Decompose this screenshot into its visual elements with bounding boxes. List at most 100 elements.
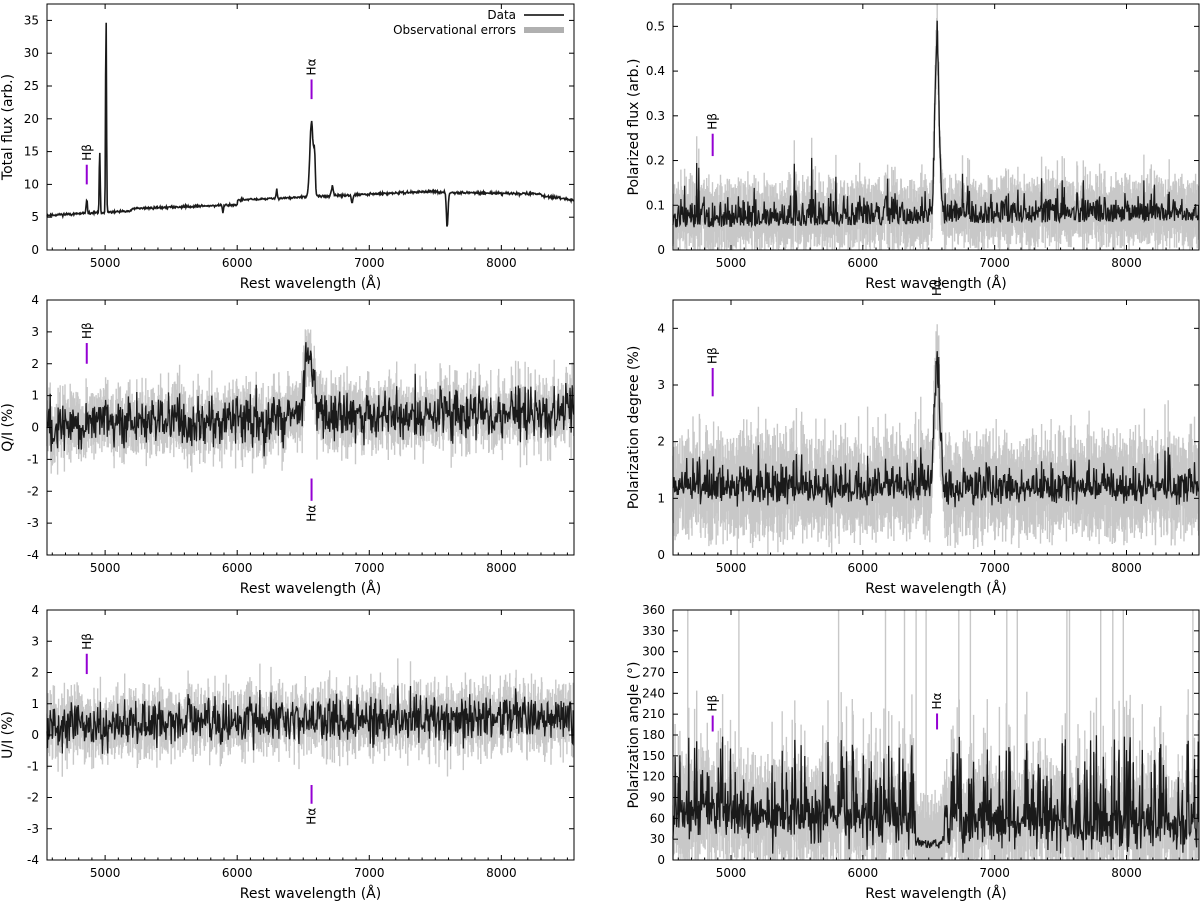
y-tick-label: 4: [657, 321, 665, 335]
data-line-polarization-degree: [672, 351, 1200, 508]
y-axis-title: Polarized flux (arb.): [626, 59, 642, 196]
y-tick-label: 1: [31, 389, 39, 403]
y-tick-label: 0: [31, 243, 39, 257]
y-tick-label: 0.1: [646, 198, 665, 212]
y-tick-label: 180: [642, 728, 665, 742]
x-tick-label: 7000: [979, 561, 1010, 575]
y-tick-label: 0.3: [646, 109, 665, 123]
x-axis-title: Rest wavelength (Å): [865, 885, 1006, 902]
plot-frame-polarized-flux: [672, 3, 1200, 251]
y-tick-label: 15: [24, 145, 39, 159]
y-tick-label: 2: [31, 666, 39, 680]
y-tick-label: 3: [31, 325, 39, 339]
y-tick-label: 2: [657, 435, 665, 449]
y-tick-label: 4: [31, 603, 39, 617]
y-tick-label: 0.5: [646, 19, 665, 33]
line-label-h-alpha: Hα: [305, 505, 319, 522]
y-tick-label: 0: [31, 728, 39, 742]
x-tick-label: 5000: [716, 866, 747, 880]
y-tick-label: 0.4: [646, 64, 665, 78]
y-tick-label: 60: [650, 811, 665, 825]
x-tick-label: 7000: [354, 256, 385, 270]
x-tick-label: 5000: [90, 866, 121, 880]
line-label-h-alpha: Hα: [305, 808, 319, 825]
error-band-polarization-degree: [672, 324, 1200, 555]
y-tick-label: 20: [24, 112, 39, 126]
x-tick-label: 6000: [222, 866, 253, 880]
legend-label: Data: [487, 8, 516, 22]
y-tick-label: 35: [24, 13, 39, 27]
x-tick-label: 6000: [848, 866, 879, 880]
y-tick-label: 0: [657, 548, 665, 562]
line-label-h-alpha: Hα: [305, 58, 319, 75]
y-tick-label: 25: [24, 79, 39, 93]
x-axis-title: Rest wavelength (Å): [240, 580, 381, 597]
y-tick-label: 3: [31, 634, 39, 648]
y-tick-label: 1: [31, 697, 39, 711]
x-tick-label: 7000: [354, 866, 385, 880]
y-axis-title: Polarization angle (°): [626, 661, 642, 808]
y-tick-label: 270: [642, 666, 665, 680]
y-tick-label: 120: [642, 770, 665, 784]
y-tick-label: 5: [31, 210, 39, 224]
data-line-polarized-flux: [672, 20, 1200, 229]
line-label-h-beta: Hβ: [80, 322, 94, 339]
x-tick-label: 7000: [979, 866, 1010, 880]
y-tick-label: 300: [642, 645, 665, 659]
line-label-h-beta: Hβ: [80, 633, 94, 650]
y-tick-label: 360: [642, 603, 665, 617]
data-line-total-flux: [46, 22, 574, 227]
y-tick-label: 90: [650, 791, 665, 805]
y-axis-title: Q/I (%): [0, 403, 16, 452]
y-tick-label: 0: [657, 853, 665, 867]
line-label-h-beta: Hβ: [706, 695, 720, 712]
y-tick-label: -1: [27, 759, 39, 773]
y-tick-label: 30: [650, 832, 665, 846]
y-tick-label: 210: [642, 707, 665, 721]
y-tick-label: 240: [642, 686, 665, 700]
y-tick-label: -3: [27, 516, 39, 530]
y-tick-label: -1: [27, 452, 39, 466]
panel-polarization-degree: 5000 6000 7000 8000 0 1 2 3 4 Rest wavelength (Å)…: [626, 279, 1200, 597]
x-tick-label: 7000: [979, 256, 1010, 270]
y-tick-label: 1: [657, 491, 665, 505]
x-tick-label: 5000: [90, 561, 121, 575]
line-label-h-beta: Hβ: [706, 347, 720, 364]
y-tick-label: -2: [27, 791, 39, 805]
y-tick-label: 30: [24, 46, 39, 60]
y-tick-label: 330: [642, 624, 665, 638]
y-tick-label: 150: [642, 749, 665, 763]
data-line-q-over-i: [46, 342, 575, 457]
y-axis-title: Polarization degree (%): [626, 346, 642, 510]
x-axis-title: Rest wavelength (Å): [240, 885, 381, 902]
plot-frame-polarization-degree: [672, 299, 1200, 556]
x-tick-label: 8000: [486, 256, 517, 270]
y-tick-label: -3: [27, 822, 39, 836]
line-label-h-alpha: Hα: [930, 692, 944, 709]
x-axis-title: Rest wavelength (Å): [240, 275, 381, 292]
y-tick-label: 0: [31, 421, 39, 435]
panel-total-flux: 5000 6000 7000 8000 0 5 10 15 20 25 30 35 Rest wavel…: [0, 3, 575, 292]
panel-polarized-flux: 5000 6000 7000 8000 0 0.1 0.2 0.3 0.4 0.5 Rest wav…: [626, 3, 1200, 292]
panel-q-over-i: 5000 6000 7000 8000 -4 -3 -2 -1 0 1 2 3 4 Rest wavele…: [0, 293, 575, 597]
y-tick-label: -4: [27, 548, 39, 562]
x-tick-label: 5000: [90, 256, 121, 270]
line-label-h-alpha: Hα: [930, 279, 944, 296]
x-tick-label: 7000: [354, 561, 385, 575]
y-tick-label: 0.2: [646, 154, 665, 168]
panel-polarization-angle: 5000 6000 7000 8000 0 30 60 90 120 150 180 210 240 27…: [626, 603, 1200, 902]
y-tick-label: 0: [657, 243, 665, 257]
line-label-h-beta: Hβ: [80, 144, 94, 161]
x-tick-label: 8000: [1111, 256, 1142, 270]
legend-label: Observational errors: [393, 23, 516, 37]
line-label-h-beta: Hβ: [706, 113, 720, 130]
x-tick-label: 8000: [1111, 866, 1142, 880]
y-tick-label: 4: [31, 293, 39, 307]
plot-frame-total-flux: [46, 3, 575, 251]
data-line-u-over-i: [46, 685, 575, 754]
x-tick-label: 5000: [716, 256, 747, 270]
y-axis-title: Total flux (arb.): [0, 74, 16, 181]
y-tick-label: 2: [31, 357, 39, 371]
